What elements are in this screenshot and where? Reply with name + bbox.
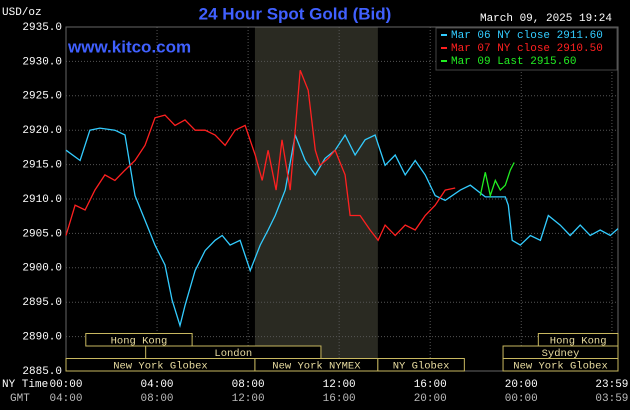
x2-tick-label: 00:00: [505, 393, 538, 405]
y-tick-label: 2895.0: [22, 297, 62, 309]
session-box: [502, 358, 619, 372]
x2-tick-label: 08:00: [141, 393, 174, 405]
x2-axis-label: GMT: [10, 393, 30, 405]
session-label: New York Globex: [513, 361, 608, 373]
session-label: New York Globex: [113, 361, 208, 373]
y-tick-label: 2905.0: [22, 228, 62, 240]
y-tick-label: 2910.0: [22, 194, 62, 206]
y-axis-label: USD/oz: [2, 7, 42, 19]
legend-label: Mar 07 NY close 2910.50: [451, 43, 603, 55]
x-tick-label: 08:00: [232, 379, 265, 391]
session-label: Sydney: [542, 348, 580, 360]
y-tick-label: 2890.0: [22, 332, 62, 344]
session-box: [377, 358, 465, 372]
legend-label: Mar 06 NY close 2911.60: [451, 30, 603, 42]
legend-box: [435, 27, 618, 71]
y-tick-label: 2900.0: [22, 263, 62, 275]
y-tick-label: 2885.0: [22, 366, 62, 378]
chart-title: 24 Hour Spot Gold (Bid): [199, 4, 392, 23]
x2-tick-label: 12:00: [232, 393, 265, 405]
x2-tick-label: 03:59: [595, 393, 628, 405]
price-line: [65, 70, 456, 242]
session-label: London: [214, 348, 252, 360]
watermark: www.kitco.com: [67, 37, 191, 56]
x2-tick-label: 04:00: [49, 393, 82, 405]
session-label: Hong Kong: [550, 336, 607, 348]
y-tick-label: 2935.0: [22, 22, 62, 34]
session-label: New York NYMEX: [272, 361, 361, 373]
x-tick-label: 16:00: [414, 379, 447, 391]
session-label: Hong Kong: [111, 336, 168, 348]
x-tick-label: 04:00: [141, 379, 174, 391]
y-tick-label: 2930.0: [22, 56, 62, 68]
x2-tick-label: 20:00: [414, 393, 447, 405]
session-label: NY Globex: [393, 361, 450, 373]
y-tick-label: 2915.0: [22, 160, 62, 172]
y-tick-label: 2925.0: [22, 91, 62, 103]
x-tick-label: 12:00: [323, 379, 356, 391]
y-tick-label: 2920.0: [22, 125, 62, 137]
x-tick-label: 20:00: [505, 379, 538, 391]
legend-label: Mar 09 Last 2915.60: [451, 56, 576, 68]
timestamp: March 09, 2025 19:24: [480, 13, 612, 25]
x-axis-label: NY Time: [2, 379, 48, 391]
session-box: [85, 333, 193, 347]
x2-tick-label: 16:00: [323, 393, 356, 405]
price-line: [479, 162, 515, 199]
x-tick-label: 00:00: [49, 379, 82, 391]
x-tick-label: 23:59: [595, 379, 628, 391]
